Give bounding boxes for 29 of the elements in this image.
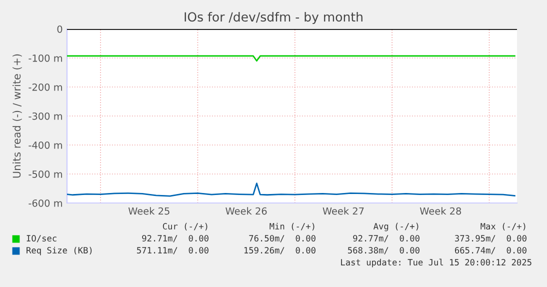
x-tick-label: Week 25 [128,207,170,215]
legend-label: Req Size (KB) [26,246,92,256]
text: 665.74m/ 0.00 [454,247,526,254]
y-tick-label: -400 m [28,141,62,149]
x-tick-label: Week 28 [420,207,462,215]
text: 76.50m/ 0.00 [249,235,316,242]
text: 159.26m/ 0.00 [244,247,316,254]
y-tick-label: -100 m [28,54,62,62]
text: 568.38m/ 0.00 [348,247,420,254]
text: Last update: Tue Jul 15 20:00:12 2025 [341,258,532,268]
y-tick-label: -600 m [28,199,62,207]
text: Avg (-/+) [374,222,418,232]
text: 373.95m/ 0.00 [455,235,526,242]
chart-title: IOs for /dev/sdfm - by month [184,12,362,24]
y-tick-label: -500 m [28,170,62,178]
x-tick-label: Week 27 [322,207,364,215]
text: Cur (-/+) [162,222,208,231]
text: Min (-/+) [270,222,314,231]
legend-label: IO/sec [26,235,56,242]
y-tick-label: 0 [57,25,62,33]
x-tick-label: Week 26 [226,207,267,215]
text: Max (-/+) [480,222,526,231]
y-tick-label: -300 m [28,112,62,120]
line-series [67,182,516,197]
y-axis-title: Units read (-) / write (+) [12,54,22,178]
y-tick-label: -200 m [28,83,62,91]
text: 571.11m/ 0.00 [137,247,208,254]
text: 92.71m/ 0.00 [142,235,208,242]
text: 92.77m/ 0.00 [353,235,420,242]
